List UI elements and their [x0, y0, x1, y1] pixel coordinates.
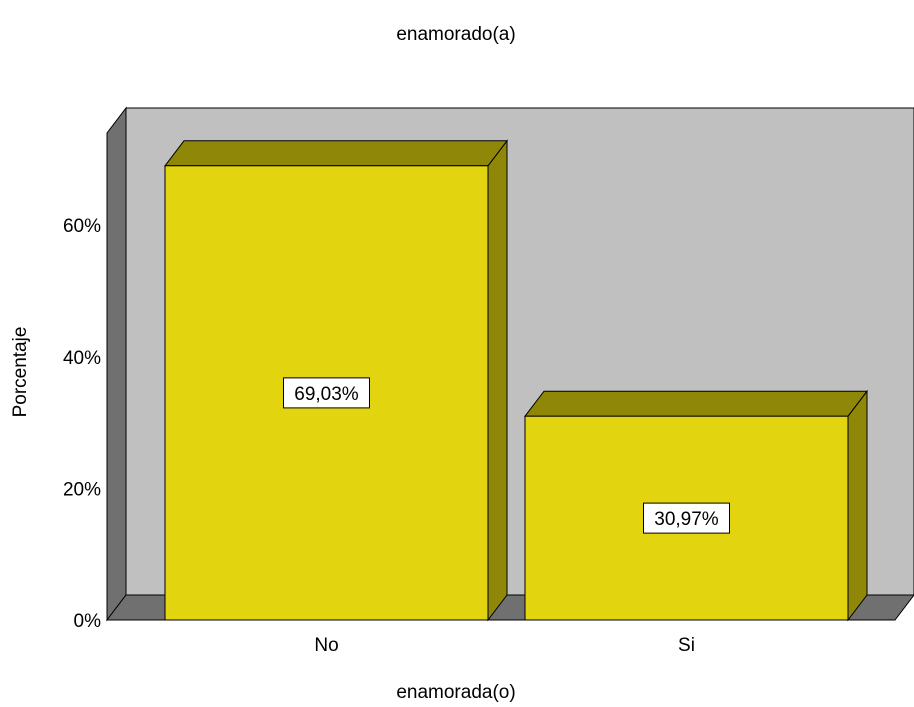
y-tick-label: 40%: [63, 348, 101, 369]
y-tick-label: 20%: [63, 479, 101, 500]
bar-no: 69,03%: [163, 139, 509, 622]
bar-si: 30,97%: [523, 389, 869, 622]
bar-side: [847, 389, 868, 622]
y-tick-label: 0%: [74, 611, 102, 632]
chart-title: enamorado(a): [396, 24, 515, 45]
data-label: 30,97%: [654, 509, 719, 530]
bar-top: [523, 390, 869, 417]
data-label-box: [643, 502, 730, 534]
y-axis-label: Porcentaje: [10, 327, 31, 418]
bar-side: [487, 139, 508, 622]
y-axis-ticks: 0% 20% 40% 60%: [63, 216, 101, 632]
x-axis-label: enamorada(o): [396, 682, 515, 703]
x-axis-ticks: No Si: [314, 635, 695, 656]
x-tick-label: Si: [678, 635, 695, 656]
bars: 69,03% 30,97%: [163, 139, 869, 622]
y-tick-label: 60%: [63, 216, 101, 237]
data-label: 69,03%: [294, 384, 359, 405]
bar-top: [163, 140, 509, 167]
x-tick-label: No: [314, 635, 338, 656]
side-wall: [106, 106, 127, 622]
data-label-box: [283, 377, 370, 409]
